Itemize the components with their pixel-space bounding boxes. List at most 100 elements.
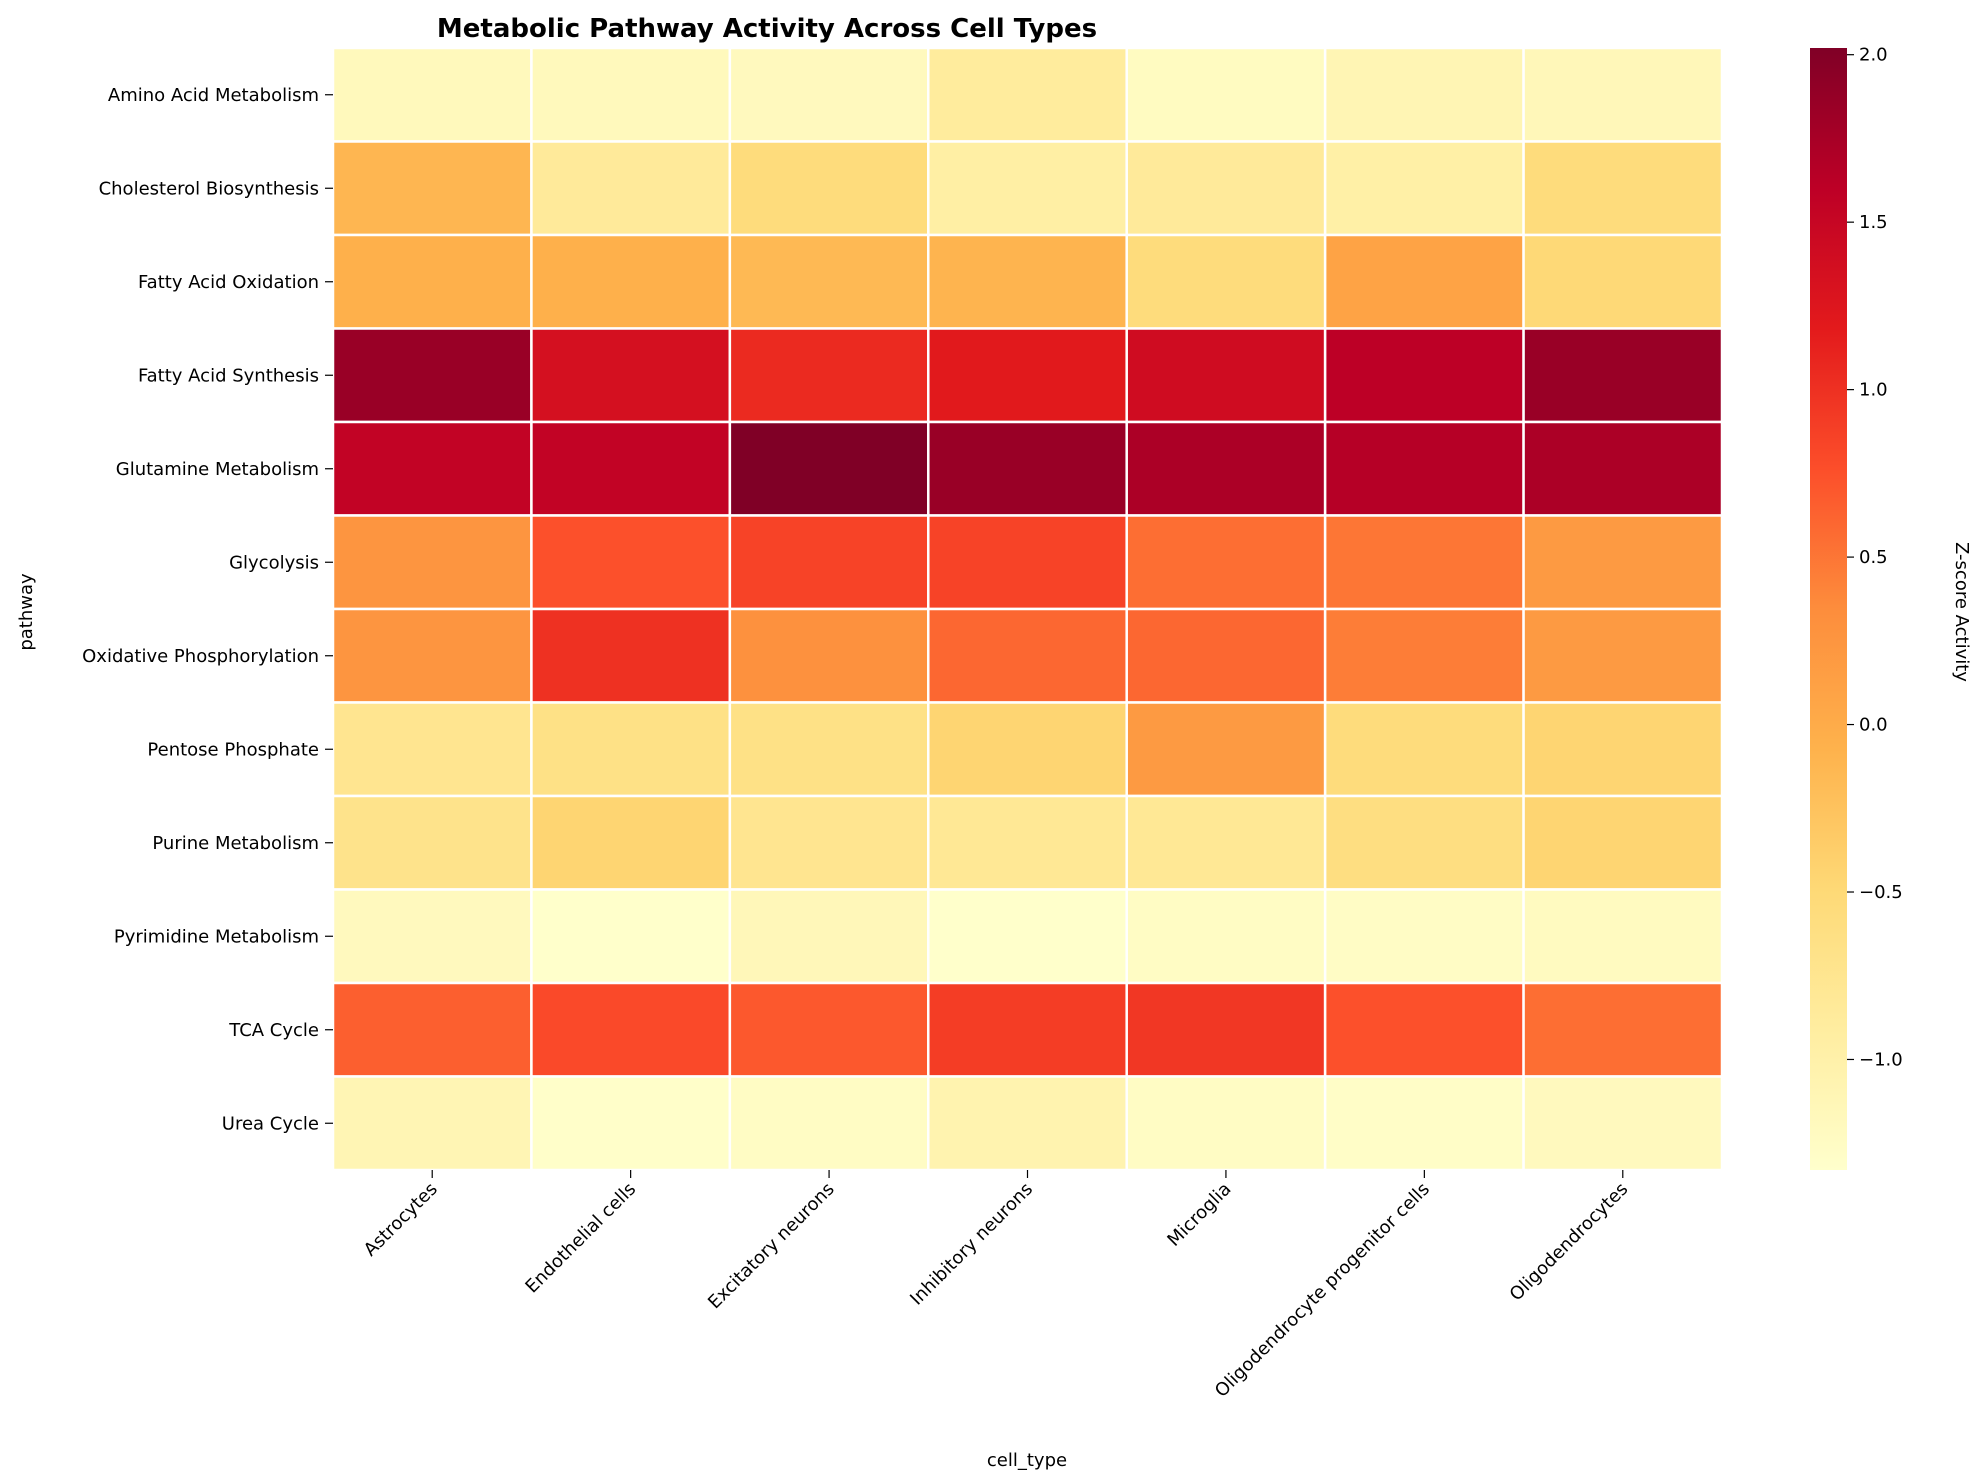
colorbar-tick-label: −1.0 xyxy=(1859,1049,1903,1070)
x-axis-label: cell_type xyxy=(987,1450,1067,1471)
y-axis-ticks: Amino Acid Metabolism Cholesterol Biosynt… xyxy=(82,85,333,1134)
heatmap-cell xyxy=(530,420,732,517)
y-tick-label: Glutamine Metabolism xyxy=(116,459,319,480)
heatmap-cell xyxy=(728,981,930,1078)
heatmap-cell xyxy=(530,327,732,424)
heatmap-cell xyxy=(1125,514,1327,611)
x-tick-label: Oligodendrocyte progenitor cells xyxy=(1211,1179,1434,1402)
heatmap-cell xyxy=(530,701,732,798)
heatmap-cell xyxy=(927,981,1128,1078)
heatmap-cell xyxy=(1323,607,1525,704)
heatmap-cell xyxy=(1323,420,1525,517)
heatmap-cell xyxy=(331,981,533,1078)
heatmap-cell xyxy=(331,140,533,237)
heatmap-cell xyxy=(1125,420,1327,517)
heatmap-cell xyxy=(927,1075,1128,1172)
heatmap-cell xyxy=(728,327,930,424)
heatmap-cell xyxy=(530,233,732,330)
heatmap-cell xyxy=(1323,888,1525,985)
heatmap-cell xyxy=(728,1075,930,1172)
heatmap-cells xyxy=(331,46,1724,1172)
colorbar xyxy=(1810,48,1847,1170)
heatmap-cell xyxy=(728,794,930,891)
heatmap-cell xyxy=(1522,1075,1724,1172)
heatmap-cell xyxy=(728,233,930,330)
heatmap-cell xyxy=(331,794,533,891)
heatmap-cell xyxy=(1522,888,1724,985)
heatmap-cell xyxy=(1125,140,1327,237)
heatmap-cell xyxy=(927,701,1128,798)
heatmap-cell xyxy=(927,46,1128,143)
heatmap-cell xyxy=(1125,607,1327,704)
heatmap-cell xyxy=(927,888,1128,985)
heatmap-cell xyxy=(728,701,930,798)
y-tick-label: Amino Acid Metabolism xyxy=(108,85,319,106)
heatmap-cell xyxy=(530,888,732,985)
y-tick-label: Cholesterol Biosynthesis xyxy=(99,178,319,199)
y-tick-label: Urea Cycle xyxy=(222,1113,319,1134)
y-tick-label: Oxidative Phosphorylation xyxy=(82,646,319,667)
y-tick-label: Glycolysis xyxy=(229,552,319,573)
heatmap-cell xyxy=(1323,514,1525,611)
heatmap-cell xyxy=(530,794,732,891)
heatmap-cell xyxy=(728,888,930,985)
x-tick-label: Endothelial cells xyxy=(521,1179,640,1298)
colorbar-tick-label: 0.5 xyxy=(1859,547,1888,568)
heatmap-cell xyxy=(530,607,732,704)
heatmap-cell xyxy=(927,607,1128,704)
x-axis-ticks: Astrocytes Endothelial cells Excitatory ne… xyxy=(360,1170,1632,1402)
heatmap-cell xyxy=(1125,46,1327,143)
heatmap-cell xyxy=(1323,1075,1525,1172)
heatmap-cell xyxy=(331,701,533,798)
chart-title: Metabolic Pathway Activity Across Cell T… xyxy=(437,14,1097,44)
heatmap-cell xyxy=(1125,701,1327,798)
heatmap-cell xyxy=(927,327,1128,424)
heatmap-cell xyxy=(728,140,930,237)
colorbar-ticks: −1.0 −0.5 0.0 0.5 1.0 1.5 2.0 xyxy=(1847,45,1903,1070)
heatmap-cell xyxy=(530,514,732,611)
heatmap-cell xyxy=(1323,701,1525,798)
heatmap-cell xyxy=(1522,701,1724,798)
heatmap-cell xyxy=(927,140,1128,237)
heatmap-cell xyxy=(1522,140,1724,237)
y-tick-label: Pentose Phosphate xyxy=(147,739,319,760)
heatmap-cell xyxy=(331,1075,533,1172)
heatmap-cell xyxy=(1125,888,1327,985)
heatmap-cell xyxy=(1522,607,1724,704)
heatmap-cell xyxy=(530,46,732,143)
y-tick-label: Purine Metabolism xyxy=(152,833,319,854)
heatmap-cell xyxy=(1522,514,1724,611)
heatmap-cell xyxy=(1125,794,1327,891)
heatmap-cell xyxy=(1323,140,1525,237)
colorbar-tick-label: −0.5 xyxy=(1859,882,1903,903)
heatmap-cell xyxy=(1522,981,1724,1078)
heatmap-cell xyxy=(1323,794,1525,891)
heatmap-cell xyxy=(728,607,930,704)
heatmap-cell xyxy=(1323,46,1525,143)
heatmap-cell xyxy=(927,420,1128,517)
colorbar-label: Z-score Activity xyxy=(1951,542,1972,682)
heatmap-cell xyxy=(530,981,732,1078)
y-tick-label: TCA Cycle xyxy=(228,1020,319,1041)
heatmap-cell xyxy=(1522,327,1724,424)
x-tick-label: Microglia xyxy=(1163,1179,1235,1251)
heatmap-cell xyxy=(331,607,533,704)
heatmap-cell xyxy=(331,233,533,330)
heatmap-cell xyxy=(530,140,732,237)
heatmap-cell xyxy=(331,888,533,985)
heatmap-cell xyxy=(728,46,930,143)
heatmap-cell xyxy=(530,1075,732,1172)
heatmap-cell xyxy=(1125,1075,1327,1172)
heatmap-cell xyxy=(1522,46,1724,143)
colorbar-tick-label: 0.0 xyxy=(1859,715,1888,736)
heatmap-cell xyxy=(331,46,533,143)
heatmap-cell xyxy=(1125,327,1327,424)
colorbar-tick-label: 2.0 xyxy=(1859,45,1888,66)
heatmap-cell xyxy=(927,514,1128,611)
colorbar-tick-label: 1.5 xyxy=(1859,212,1888,233)
y-tick-label: Fatty Acid Oxidation xyxy=(138,272,319,293)
heatmap-cell xyxy=(927,233,1128,330)
heatmap-cell xyxy=(1125,233,1327,330)
y-tick-label: Fatty Acid Synthesis xyxy=(138,365,319,386)
